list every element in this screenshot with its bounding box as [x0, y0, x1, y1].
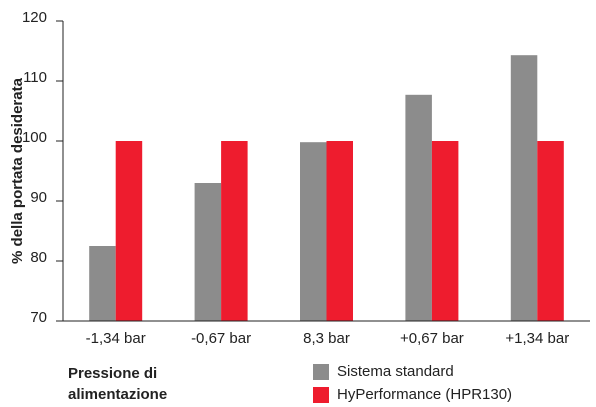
bar: [510, 55, 538, 321]
bar: [431, 141, 459, 321]
x-tick-label: +0,67 bar: [400, 330, 464, 347]
x-tick-label: -1,34 bar: [86, 330, 146, 347]
y-tick-label: 100: [22, 129, 47, 146]
y-tick-label: 120: [22, 9, 47, 26]
y-tick-label: 90: [30, 189, 47, 206]
x-axis-label: Pressione di alimentazione: [68, 365, 168, 403]
legend-swatch: [313, 364, 329, 380]
y-tick-label: 110: [23, 69, 47, 86]
legend-label: HyPerformance (HPR130): [337, 386, 512, 403]
x-tick-label: +1,34 bar: [505, 330, 569, 347]
bar: [326, 141, 353, 321]
legend-label: Sistema standard: [337, 363, 454, 380]
bar: [89, 246, 116, 321]
legend-swatch: [313, 387, 329, 403]
bar: [221, 141, 248, 321]
bar: [405, 94, 432, 321]
bar: [115, 141, 143, 321]
bar: [300, 142, 327, 321]
y-tick-label: 70: [30, 309, 47, 326]
y-tick-label: 80: [30, 249, 47, 266]
bar: [537, 141, 564, 321]
y-axis-label: % della portata desiderata: [9, 77, 26, 264]
bar: [194, 183, 222, 321]
x-tick-label: -0,67 bar: [191, 330, 251, 347]
x-tick-label: 8,3 bar: [303, 330, 350, 347]
